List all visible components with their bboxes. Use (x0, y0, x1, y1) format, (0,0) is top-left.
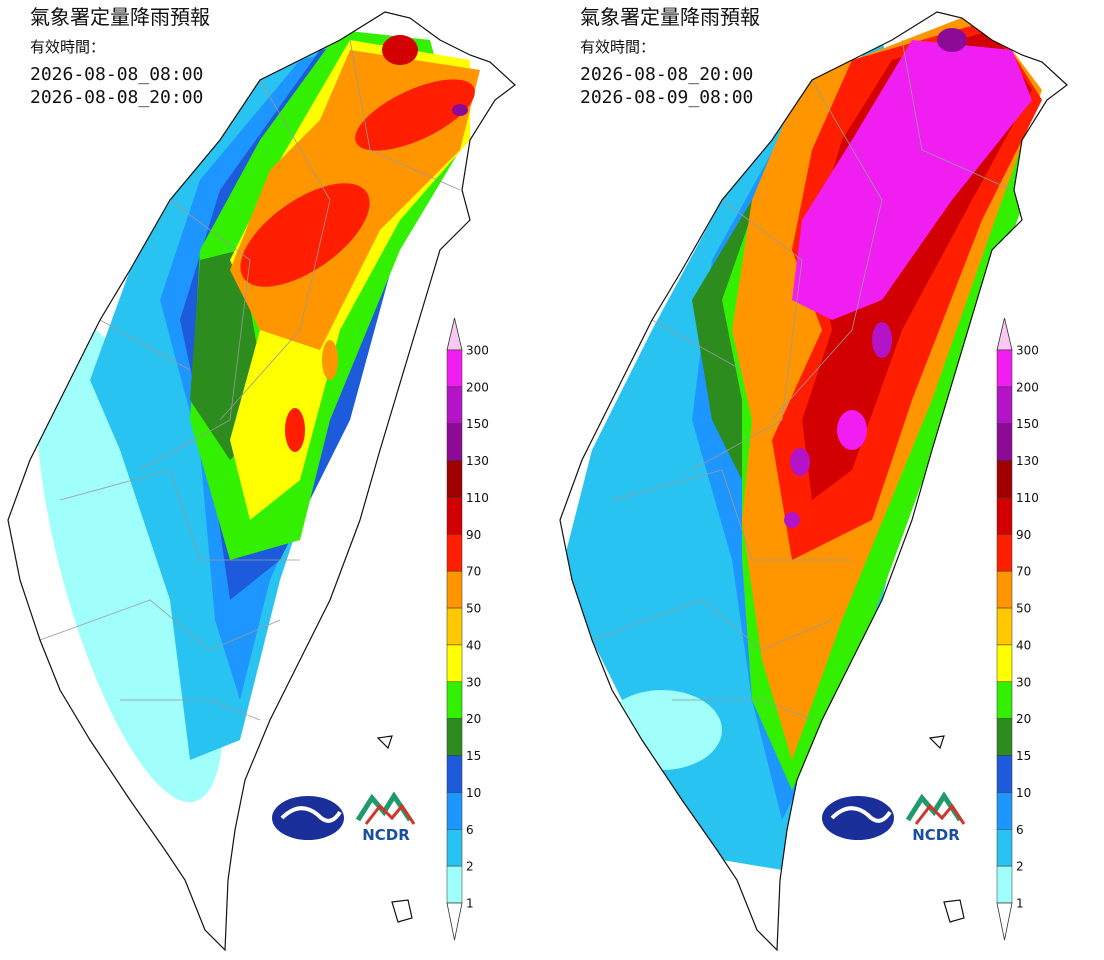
colorbar-band (446, 644, 463, 683)
colorbar-band (446, 534, 463, 572)
panel-title: 氣象署定量降雨預報 (30, 5, 210, 29)
colorbar-band (996, 865, 1013, 904)
ncdr-logo-mark2 (914, 803, 966, 825)
colorbar-band (446, 755, 463, 793)
colorbar-band (446, 423, 463, 461)
colorbar-band (996, 792, 1013, 830)
cwa-logo (272, 796, 344, 840)
colorbar-label: 1 (466, 897, 474, 911)
colorbar-label: 2 (466, 860, 474, 874)
colorbar-label: 6 (1016, 823, 1024, 837)
colorbar-label: 110 (1016, 491, 1039, 505)
colorbar-label: 40 (1016, 638, 1031, 652)
panel-title: 氣象署定量降雨預報 (580, 5, 760, 29)
colorbar-label: 90 (466, 528, 481, 542)
colorbar-band (446, 607, 463, 646)
colorbar-label: 150 (1016, 417, 1039, 431)
colorbar-label: 70 (1016, 565, 1031, 579)
colorbar-bottom-arrow (996, 902, 1013, 941)
cwa-logo-swirl (280, 806, 342, 823)
colorbar-band (446, 792, 463, 830)
colorbar-label: 200 (1016, 380, 1039, 394)
colorbar-label: 200 (466, 380, 489, 394)
colorbar-band (996, 570, 1013, 609)
colorbar-band (446, 460, 463, 498)
colorbar-label: 30 (466, 675, 481, 689)
colorbar-band (996, 718, 1013, 756)
colorbar-label: 50 (1016, 602, 1031, 616)
colorbar-band (446, 497, 463, 535)
colorbar-label: 10 (466, 786, 481, 800)
valid-end: 2026-08-09_08:00 (580, 87, 753, 108)
colorbar-band (996, 423, 1013, 461)
colorbar-bottom-arrow (446, 902, 463, 941)
colorbar-label: 6 (466, 823, 474, 837)
colorbar-band (996, 534, 1013, 572)
colorbar-band (996, 829, 1013, 867)
colorbar-band (446, 829, 463, 867)
ncdr-logo-mark2 (364, 803, 416, 825)
colorbar-label: 15 (466, 749, 481, 763)
colorbar-band (996, 349, 1013, 388)
colorbar-band (446, 570, 463, 609)
colorbar-band (996, 755, 1013, 793)
colorbar-label: 50 (466, 602, 481, 616)
colorbar-label: 15 (1016, 749, 1031, 763)
colorbar-band (446, 386, 463, 424)
colorbar-top-arrow (446, 317, 463, 351)
colorbar-top-arrow (996, 317, 1013, 351)
valid-start: 2026-08-08_08:00 (30, 64, 203, 85)
colorbar-label: 130 (1016, 454, 1039, 468)
colorbar-label: 2 (1016, 860, 1024, 874)
colorbar-label: 90 (1016, 528, 1031, 542)
colorbar-band (996, 386, 1013, 424)
rain-map-right (559, 11, 1068, 952)
colorbar-label: 1 (1016, 897, 1024, 911)
colorbar-band (446, 681, 463, 719)
colorbar-label: 150 (466, 417, 489, 431)
colorbar-label: 20 (1016, 712, 1031, 726)
colorbar-label: 20 (466, 712, 481, 726)
colorbar-band (996, 644, 1013, 683)
colorbar-label: 30 (1016, 675, 1031, 689)
colorbar-label: 70 (466, 565, 481, 579)
colorbar-label: 300 (1016, 344, 1039, 358)
valid-end: 2026-08-08_20:00 (30, 87, 203, 108)
colorbar-label: 110 (466, 491, 489, 505)
ncdr-logo-text: NCDR (362, 826, 410, 844)
colorbar-band (996, 460, 1013, 498)
cwa-logo (822, 796, 894, 840)
colorbar-label: 300 (466, 344, 489, 358)
colorbar-band (446, 718, 463, 756)
colorbar-label: 10 (1016, 786, 1031, 800)
colorbar-band (446, 865, 463, 904)
colorbar-band (996, 607, 1013, 646)
colorbar-band (996, 681, 1013, 719)
valid-label: 有效時間： (580, 38, 655, 56)
cwa-logo-swirl (830, 806, 892, 823)
rain-map-left (7, 11, 516, 952)
colorbar-label: 40 (466, 638, 481, 652)
ncdr-logo-text: NCDR (912, 826, 960, 844)
valid-start: 2026-08-08_20:00 (580, 64, 753, 85)
colorbar-label: 130 (466, 454, 489, 468)
colorbar-band (446, 349, 463, 388)
valid-label: 有效時間： (30, 38, 105, 56)
colorbar-band (996, 497, 1013, 535)
